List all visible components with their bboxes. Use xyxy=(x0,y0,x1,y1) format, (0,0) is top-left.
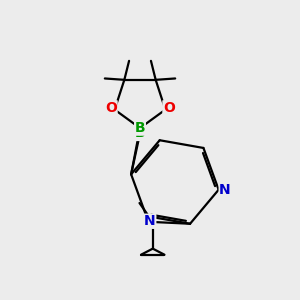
Text: B: B xyxy=(135,121,145,135)
Text: N: N xyxy=(144,214,156,228)
Text: N: N xyxy=(219,183,231,197)
Text: O: O xyxy=(105,101,117,115)
Text: O: O xyxy=(163,101,175,115)
Text: B: B xyxy=(135,126,145,140)
